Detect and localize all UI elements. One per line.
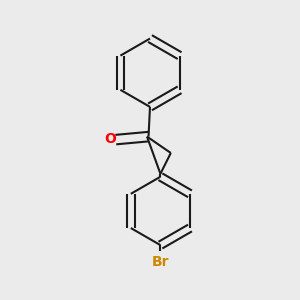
- Text: Br: Br: [152, 255, 169, 268]
- Text: O: O: [104, 132, 116, 146]
